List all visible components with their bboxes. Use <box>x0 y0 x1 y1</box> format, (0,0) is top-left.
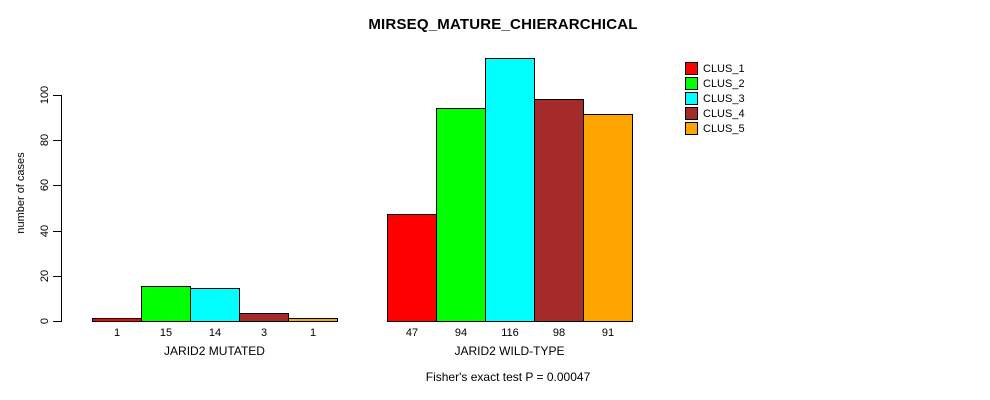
legend-color-swatch <box>685 62 698 75</box>
y-axis-tick-label: 100 <box>39 85 51 105</box>
bar-CLUS_2 <box>141 286 191 322</box>
legend-color-swatch <box>685 92 698 105</box>
chart-title: MIRSEQ_MATURE_CHIERARCHICAL <box>368 16 638 33</box>
legend-item-label: CLUS_5 <box>703 122 745 135</box>
bar-CLUS_5 <box>288 318 338 322</box>
bar-value-label: 47 <box>405 327 419 339</box>
bar-value-label: 116 <box>501 327 519 339</box>
y-axis-tick-label: 40 <box>39 224 51 238</box>
y-axis-tick <box>53 276 61 277</box>
bar-value-label: 14 <box>208 327 222 339</box>
legend-color-swatch <box>685 122 698 135</box>
footnote-text: Fisher's exact test P = 0.00047 <box>425 370 591 384</box>
y-axis-tick-label: 60 <box>39 178 51 192</box>
group-label: JARID2 WILD-TYPE <box>454 344 565 358</box>
bar-CLUS_3 <box>485 58 535 322</box>
legend-color-swatch <box>685 77 698 90</box>
bar-CLUS_4 <box>534 99 584 322</box>
bar-CLUS_4 <box>239 313 289 322</box>
bar-value-label: 1 <box>113 327 121 339</box>
bar-value-label: 91 <box>601 327 615 339</box>
legend-item: CLUS_2 <box>685 76 745 91</box>
y-axis-line <box>61 95 62 322</box>
bar-CLUS_5 <box>583 114 633 322</box>
legend-item-label: CLUS_3 <box>703 92 745 105</box>
bar-value-label: 98 <box>552 327 566 339</box>
bar-value-label: 94 <box>454 327 468 339</box>
y-axis-tick <box>53 231 61 232</box>
bar-CLUS_1 <box>92 318 142 322</box>
legend: CLUS_1 CLUS_2 CLUS_3 CLUS_4 CLUS_5 <box>685 61 745 136</box>
legend-item: CLUS_4 <box>685 106 745 121</box>
y-axis-tick-label: 0 <box>39 317 51 325</box>
legend-item: CLUS_5 <box>685 121 745 136</box>
legend-item-label: CLUS_4 <box>703 107 745 120</box>
y-axis-tick <box>53 95 61 96</box>
bar-CLUS_2 <box>436 108 486 322</box>
y-axis-tick-label: 20 <box>39 269 51 283</box>
y-axis-tick-label: 80 <box>39 133 51 147</box>
y-axis-tick <box>53 140 61 141</box>
legend-item: CLUS_3 <box>685 91 745 106</box>
group-label: JARID2 MUTATED <box>164 344 265 358</box>
legend-color-swatch <box>685 107 698 120</box>
bar-value-label: 3 <box>260 327 268 339</box>
legend-item: CLUS_1 <box>685 61 745 76</box>
bar-value-label: 1 <box>309 327 317 339</box>
y-axis-tick <box>53 185 61 186</box>
legend-item-label: CLUS_2 <box>703 77 745 90</box>
bar-value-label: 15 <box>159 327 173 339</box>
bar-CLUS_3 <box>190 288 240 322</box>
y-axis-tick <box>53 321 61 322</box>
y-axis-label: number of cases <box>15 152 27 234</box>
legend-item-label: CLUS_1 <box>703 62 745 75</box>
bar-CLUS_1 <box>387 214 437 322</box>
